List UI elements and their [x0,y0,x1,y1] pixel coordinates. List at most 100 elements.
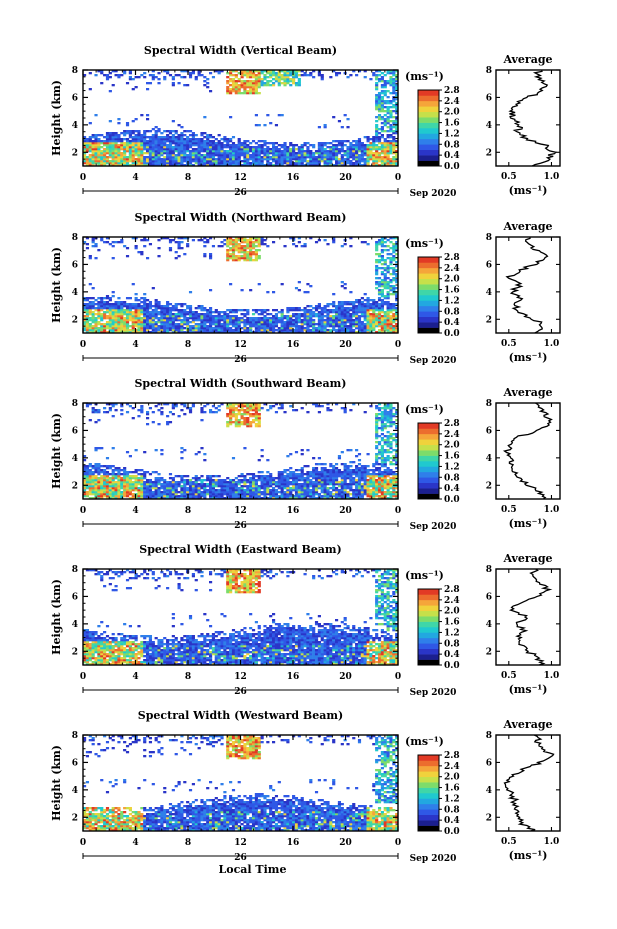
heatmap-cell [108,321,112,324]
heatmap-cell [251,152,256,155]
heatmap-cell [229,88,233,91]
heatmap-cell [85,243,90,246]
heatmap-cell [194,162,198,165]
heatmap-cell [243,259,247,262]
heatmap-cell [94,303,98,306]
heatmap-cell [174,329,178,332]
heatmap-cell [183,485,187,488]
heatmap-cell [134,315,138,318]
heatmap-cell [120,156,124,159]
heatmap-cell [137,144,141,147]
heatmap-cell [134,487,138,490]
heatmap-cell [380,122,384,125]
heatmap-cell [209,152,213,155]
heatmap-cell [168,321,173,324]
heatmap-cell [392,92,396,95]
heatmap-cell [320,142,324,145]
heatmap-cell [125,297,130,300]
heatmap-cell [125,487,130,490]
heatmap-cell [163,130,167,133]
heatmap-cell [369,321,373,324]
heatmap-cell [94,483,98,486]
heatmap-cell [349,327,353,330]
heatmap-cell [128,164,132,167]
heatmap-cell [363,307,367,310]
heatmap-cell [357,148,362,151]
heatmap-cell [231,90,236,93]
heatmap-cell [383,102,387,105]
heatmap-cell [103,329,107,332]
heatmap-cell [257,72,261,75]
heatmap-cell [231,321,236,324]
heatmap-cell [177,481,181,484]
heatmap-cell [251,243,256,246]
heatmap-cell [171,317,175,320]
heatmap-cell [355,331,359,334]
heatmap-cell [377,277,382,280]
heatmap-cell [154,327,158,330]
x-tick-label: 0 [395,340,401,350]
heatmap-cell [154,405,158,408]
heatmap-cell [91,307,95,310]
heatmap-cell [249,80,253,83]
heatmap-cell [83,162,87,165]
heatmap-cell [88,146,92,149]
heatmap-cell [157,481,161,484]
heatmap-cell [180,152,184,155]
heatmap-cell [125,247,130,250]
heatmap-cell [194,493,198,496]
heatmap-cell [188,138,193,141]
heatmap-cell [223,239,227,242]
heatmap-cell [157,477,161,480]
heatmap-cell [229,241,233,244]
x-tick-label: 12 [234,173,247,183]
heatmap-cell [349,150,353,153]
heatmap-cell [203,158,207,161]
heatmap-cell [380,243,384,246]
heatmap-cell [369,315,373,318]
heatmap-cell [220,150,224,153]
heatmap-cell [332,305,336,308]
heatmap-cell [337,120,342,123]
heatmap-cell [194,78,198,81]
heatmap-cell [320,150,324,153]
heatmap-cell [114,301,118,304]
colorbar-segment [418,95,439,102]
heatmap-cell [186,325,190,328]
heatmap-cell [206,241,210,244]
heatmap-cell [240,152,244,155]
heatmap-cell [389,327,393,330]
heatmap-cell [151,305,155,308]
heatmap-cell [88,164,92,167]
heatmap-cell [88,255,92,258]
heatmap-cell [392,122,396,125]
heatmap-cell [206,485,210,488]
heatmap-cell [323,150,327,153]
heatmap-cell [97,315,101,318]
heatmap-cell [166,158,170,161]
heatmap-cell [100,146,104,149]
colorbar: 2.82.42.01.61.20.80.40.0(ms⁻¹) [405,70,460,172]
heatmap-cell [134,313,138,316]
heatmap-cell [120,319,124,322]
heatmap-cell [289,160,293,163]
heatmap-cell [183,323,187,326]
heatmap-cell [246,243,250,246]
heatmap-cell [289,148,293,151]
heatmap-cell [100,162,104,165]
heatmap-cell [88,156,92,159]
heatmap-cell [100,469,104,472]
heatmap-cell [329,142,333,145]
heatmap-cell [294,315,299,318]
heatmap-cell [363,70,367,73]
heatmap-cell [263,164,267,167]
heatmap-cell [340,323,344,326]
heatmap-cell [103,313,107,316]
colorbar-tick-label: 2.8 [444,253,460,263]
heatmap-cell [389,289,393,292]
heatmap-cell [369,158,373,161]
heatmap-cell [197,331,201,334]
heatmap-cell [191,148,195,151]
heatmap-cell [337,140,342,143]
heatmap-cell [375,313,379,316]
